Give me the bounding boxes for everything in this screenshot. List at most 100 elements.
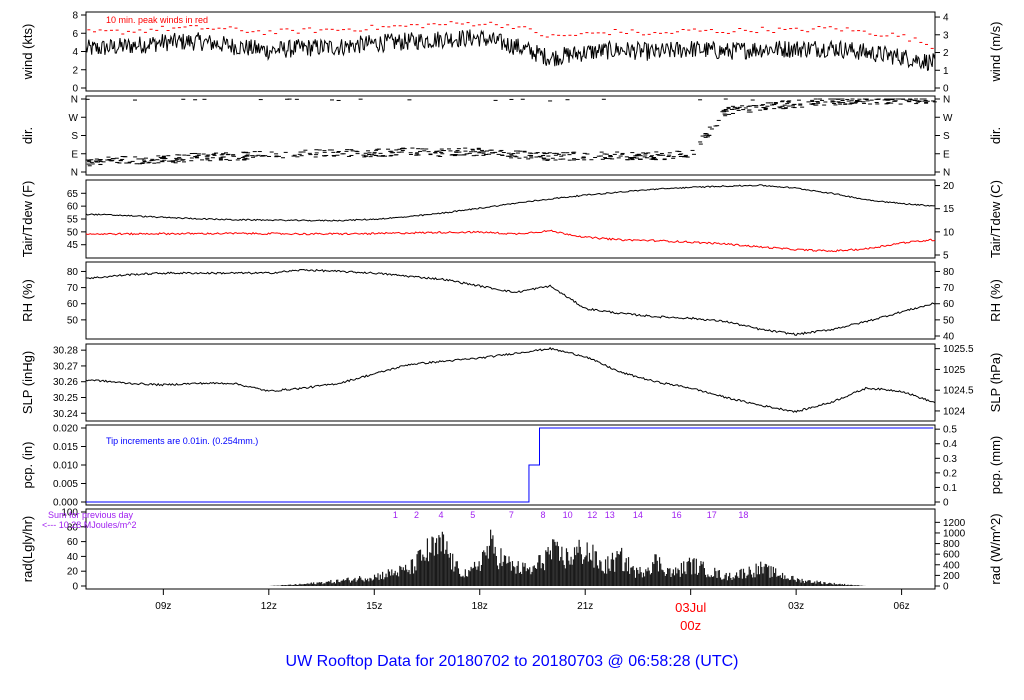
slp-ltick-label: 30.28 — [53, 346, 78, 357]
wind-rtick-label: 0 — [943, 84, 949, 95]
rh-ylabel-right: RH (%) — [988, 279, 1003, 322]
pcp-ltick-label: 0.000 — [53, 498, 78, 509]
rh-rtick-label: 70 — [943, 283, 955, 294]
rad-hour-marker: 4 — [439, 510, 444, 520]
pcp-ltick-label: 0.010 — [53, 461, 78, 472]
wind-ltick-label: 6 — [72, 29, 78, 40]
pcp-ltick-label: 0.005 — [53, 479, 78, 490]
dir-rtick-label: S — [943, 131, 950, 142]
slp-ltick-label: 30.26 — [53, 377, 78, 388]
temp-ltick-label: 50 — [67, 227, 79, 238]
slp-ltick-label: 30.27 — [53, 361, 78, 372]
x-tick-label: 18z — [472, 601, 488, 612]
slp-ltick-label: 30.24 — [53, 409, 78, 420]
dir-ltick-label: N — [71, 168, 78, 179]
wind-ltick-label: 8 — [72, 11, 78, 22]
pcp-rtick-label: 0 — [943, 498, 949, 509]
rad-rtick-label: 200 — [943, 571, 960, 582]
wind-rtick-label: 3 — [943, 30, 949, 41]
wind-ltick-label: 0 — [72, 84, 78, 95]
rad-rtick-label: 600 — [943, 550, 960, 561]
temp-ltick-label: 55 — [67, 215, 79, 226]
rh-rtick-label: 50 — [943, 315, 955, 326]
dir-rtick-label: N — [943, 95, 950, 106]
temp-ltick-label: 65 — [67, 189, 79, 200]
rad-hour-marker: 13 — [605, 510, 615, 520]
rad-ltick-label: 0 — [72, 582, 78, 593]
rad-rtick-label: 400 — [943, 560, 960, 571]
slp-ylabel: SLP (inHg) — [20, 351, 35, 414]
x-date-label: 03Jul — [675, 600, 706, 615]
pcp-ylabel-right: pcp. (mm) — [988, 436, 1003, 495]
pcp-rtick-label: 0.2 — [943, 468, 957, 479]
slp-frame — [85, 343, 936, 422]
dir-ltick-label: W — [69, 113, 79, 124]
precip-line — [86, 427, 934, 503]
pcp-ylabel: pcp. (in) — [20, 442, 35, 489]
slp-ltick-label: 30.25 — [53, 393, 78, 404]
pcp-rtick-label: 0.1 — [943, 483, 957, 494]
dir-rtick-label: N — [943, 168, 950, 179]
rad-ltick-label: 80 — [67, 522, 79, 533]
rad-hour-marker: 2 — [414, 510, 419, 520]
temp-rtick-label: 5 — [943, 251, 949, 262]
rad-hour-marker: 1 — [393, 510, 398, 520]
dewpoint-line — [85, 229, 936, 253]
dir-ylabel: dir. — [20, 127, 35, 144]
rad-rtick-label: 800 — [943, 539, 960, 550]
wind-ltick-label: 4 — [72, 47, 78, 58]
temp-ltick-label: 60 — [67, 202, 79, 213]
temp-rtick-label: 10 — [943, 227, 955, 238]
dir-ltick-label: S — [71, 131, 78, 142]
slp-line — [85, 346, 936, 413]
rad-hour-marker: 8 — [541, 510, 546, 520]
temp-rtick-label: 20 — [943, 181, 955, 192]
rad-hour-marker: 12 — [587, 510, 597, 520]
dir-rtick-label: W — [943, 113, 953, 124]
wind-peak-note: 10 min. peak winds in red — [106, 15, 208, 25]
slp-ylabel-right: SLP (hPa) — [988, 353, 1003, 413]
temp-ltick-label: 45 — [67, 240, 79, 251]
x-tick-label: 15z — [366, 601, 382, 612]
rad-ltick-label: 60 — [67, 537, 79, 548]
rad-hour-marker: 5 — [470, 510, 475, 520]
air-temperature-line — [85, 184, 936, 222]
rad-hour-marker: 17 — [707, 510, 717, 520]
rad-ltick-label: 100 — [61, 508, 78, 519]
rad-sum-value: <--- 10.28 MJoules/m^2 — [42, 520, 137, 530]
rad-rtick-label: 1200 — [943, 518, 966, 529]
wind-rtick-label: 4 — [943, 13, 949, 24]
rad-hour-marker: 14 — [633, 510, 643, 520]
rad-rtick-label: 0 — [943, 582, 949, 593]
wind-speed-line — [85, 29, 936, 72]
temp-ylabel-right: Tair/Tdew (C) — [988, 180, 1003, 258]
dir-ltick-label: E — [71, 149, 78, 160]
temp-ylabel: Tair/Tdew (F) — [20, 181, 35, 258]
rad-hour-marker: 7 — [509, 510, 514, 520]
slp-rtick-label: 1025.5 — [943, 344, 974, 355]
rh-ylabel: RH (%) — [20, 279, 35, 322]
wind-ylabel-right: wind (m/s) — [988, 22, 1003, 83]
slp-rtick-label: 1024 — [943, 406, 966, 417]
x-date-sub-label: 00z — [680, 618, 701, 633]
temp-rtick-label: 15 — [943, 204, 955, 215]
rh-frame — [85, 261, 936, 340]
rh-line — [85, 268, 936, 336]
rad-ylabel: rad(Lgly/hr) — [20, 516, 35, 582]
wind-ltick-label: 2 — [72, 65, 78, 76]
figure-title: UW Rooftop Data for 20180702 to 20180703… — [286, 653, 739, 670]
rad-rtick-label: 1000 — [943, 528, 966, 539]
rad-ylabel-right: rad (W/m^2) — [988, 513, 1003, 584]
x-tick-label: 12z — [261, 601, 277, 612]
dir-ltick-label: N — [71, 95, 78, 106]
x-tick-label: 06z — [894, 601, 910, 612]
dir-ylabel-right: dir. — [988, 127, 1003, 144]
pcp-rtick-label: 0.3 — [943, 454, 957, 465]
rad-hour-marker: 10 — [563, 510, 573, 520]
wind-rtick-label: 1 — [943, 66, 949, 77]
wind-ylabel: wind (kts) — [20, 24, 35, 81]
rh-rtick-label: 60 — [943, 299, 955, 310]
pcp-rtick-label: 0.5 — [943, 425, 957, 436]
